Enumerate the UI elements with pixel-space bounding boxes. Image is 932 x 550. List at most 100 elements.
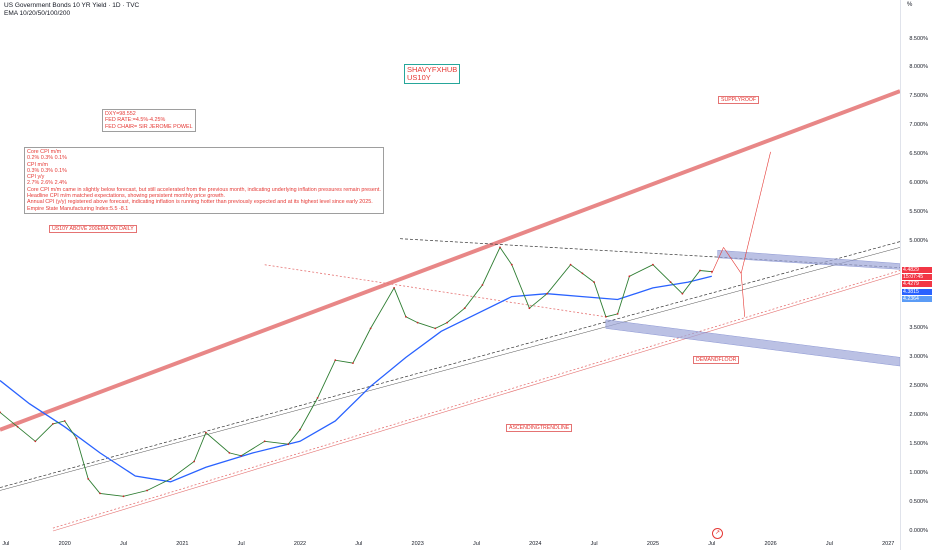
ema-price-label: 4.4279 bbox=[902, 281, 932, 287]
x-tick-label: Jul bbox=[708, 541, 716, 547]
x-tick-label: Jul bbox=[237, 541, 245, 547]
price-axis[interactable] bbox=[900, 0, 932, 550]
demand-zone bbox=[605, 319, 900, 367]
price-point bbox=[510, 263, 513, 266]
y-tick-label: 8.000% bbox=[909, 64, 928, 71]
price-point bbox=[169, 478, 172, 480]
y-tick-label: 8.500% bbox=[909, 35, 928, 42]
price-point bbox=[669, 281, 672, 283]
projection-line bbox=[711, 247, 724, 274]
price-point bbox=[481, 284, 484, 286]
price-point bbox=[63, 420, 66, 422]
y-tick-label: 6.500% bbox=[909, 151, 928, 158]
price-point bbox=[0, 411, 1, 414]
x-tick-label: Jul bbox=[472, 541, 480, 547]
descending-dotted-line bbox=[264, 264, 606, 318]
supply-roof-label: SUPPLYROOF bbox=[718, 96, 760, 104]
demand-floor-label: DEMANDFLOOR bbox=[693, 356, 740, 364]
price-point bbox=[146, 489, 149, 492]
projection-line bbox=[740, 151, 771, 274]
price-point bbox=[193, 460, 196, 463]
price-point bbox=[87, 478, 90, 480]
x-tick-label: 2020 bbox=[58, 541, 71, 547]
price-point bbox=[352, 362, 354, 364]
brand-label: SHAVYFXHUB US10Y bbox=[404, 64, 461, 84]
price-point bbox=[416, 321, 419, 324]
ema-price-label-2: 4.3815 bbox=[902, 289, 932, 295]
y-tick-label: 2.500% bbox=[909, 382, 928, 389]
y-tick-label: 1.000% bbox=[909, 469, 928, 476]
price-point bbox=[75, 437, 78, 440]
x-tick-label: Jul bbox=[590, 541, 598, 547]
price-point bbox=[263, 440, 266, 443]
x-tick-label: Jul bbox=[2, 541, 10, 547]
cpi-note: Core CPI m/m 0.2% 0.3% 0.1% CPI m/m 0.3%… bbox=[24, 147, 384, 214]
ema-price-label-3: 4.2364 bbox=[902, 296, 932, 302]
chart-title: US Government Bonds 10 YR Yield · 1D · T… bbox=[4, 2, 140, 9]
x-tick-label: 2021 bbox=[176, 541, 189, 547]
x-tick-label: 2025 bbox=[646, 541, 660, 547]
price-point bbox=[205, 431, 207, 434]
y-tick-label: 7.000% bbox=[909, 122, 928, 129]
price-point bbox=[628, 275, 631, 278]
price-point bbox=[446, 321, 448, 324]
ascending-trendline-label: ASCENDINGTRENDLINE bbox=[506, 424, 573, 432]
price-point bbox=[616, 313, 619, 315]
macro-note: DXY=98.552 FED RATE:=4.5%-4.25% FED CHAI… bbox=[102, 109, 196, 132]
price-point bbox=[34, 440, 37, 443]
price-point bbox=[681, 292, 684, 295]
price-point bbox=[369, 327, 372, 330]
price-point bbox=[528, 307, 531, 310]
x-tick-label: 2027 bbox=[882, 541, 895, 547]
price-point bbox=[393, 287, 395, 289]
price-point bbox=[299, 428, 301, 431]
projection-line bbox=[740, 273, 746, 317]
x-tick-label: Jul bbox=[825, 541, 833, 547]
price-point bbox=[52, 423, 54, 425]
price-point bbox=[710, 270, 713, 273]
channel-roof-line bbox=[0, 89, 900, 432]
chart-plot[interactable] bbox=[0, 0, 900, 540]
ascending-solid-line bbox=[52, 273, 900, 532]
price-point bbox=[581, 272, 584, 275]
price-point bbox=[122, 495, 125, 498]
x-tick-label: 2024 bbox=[529, 541, 542, 547]
y-tick-label: 1.500% bbox=[909, 440, 928, 447]
price-point bbox=[652, 263, 654, 266]
ema-200-line bbox=[0, 275, 712, 483]
y-tick-label: 0.000% bbox=[909, 527, 928, 534]
y-tick-label: 5.000% bbox=[909, 238, 928, 245]
tradingview-logo-icon[interactable]: ↗ bbox=[712, 528, 723, 539]
y-tick-label: 0.500% bbox=[909, 498, 928, 505]
price-point bbox=[16, 425, 19, 428]
price-point bbox=[593, 281, 595, 283]
price-point bbox=[434, 327, 437, 330]
countdown-label: 15:07:45 bbox=[902, 274, 932, 280]
support-solid-line bbox=[0, 247, 900, 491]
x-tick-label: 2022 bbox=[293, 541, 307, 547]
ascending-dotted-line bbox=[52, 270, 900, 529]
price-point bbox=[569, 263, 572, 266]
drawing-overlay bbox=[0, 89, 900, 532]
price-point bbox=[546, 292, 548, 295]
y-tick-label: 5.500% bbox=[909, 209, 928, 216]
price-point bbox=[334, 359, 337, 362]
price-point bbox=[499, 246, 501, 249]
y-tick-label: 3.000% bbox=[909, 353, 928, 360]
x-tick-label: Jul bbox=[120, 541, 128, 547]
supply-zone bbox=[717, 250, 900, 270]
price-point bbox=[405, 315, 407, 318]
series-layer bbox=[0, 246, 713, 498]
projection-line bbox=[723, 247, 742, 274]
y-tick-label: 7.500% bbox=[909, 93, 928, 100]
price-point bbox=[240, 454, 243, 457]
last-price-label: 4.4829 bbox=[902, 267, 932, 273]
indicator-legend[interactable]: EMA 10/20/50/100/200 bbox=[4, 10, 71, 17]
ema-note: US10Y ABOVE 200EMA ON DAILY bbox=[49, 225, 137, 233]
y-tick-label: 6.000% bbox=[909, 180, 928, 187]
price-point bbox=[463, 307, 466, 310]
price-line bbox=[0, 246, 712, 497]
price-point bbox=[699, 269, 701, 272]
price-point bbox=[316, 397, 319, 399]
percent-button[interactable]: % bbox=[907, 2, 913, 8]
